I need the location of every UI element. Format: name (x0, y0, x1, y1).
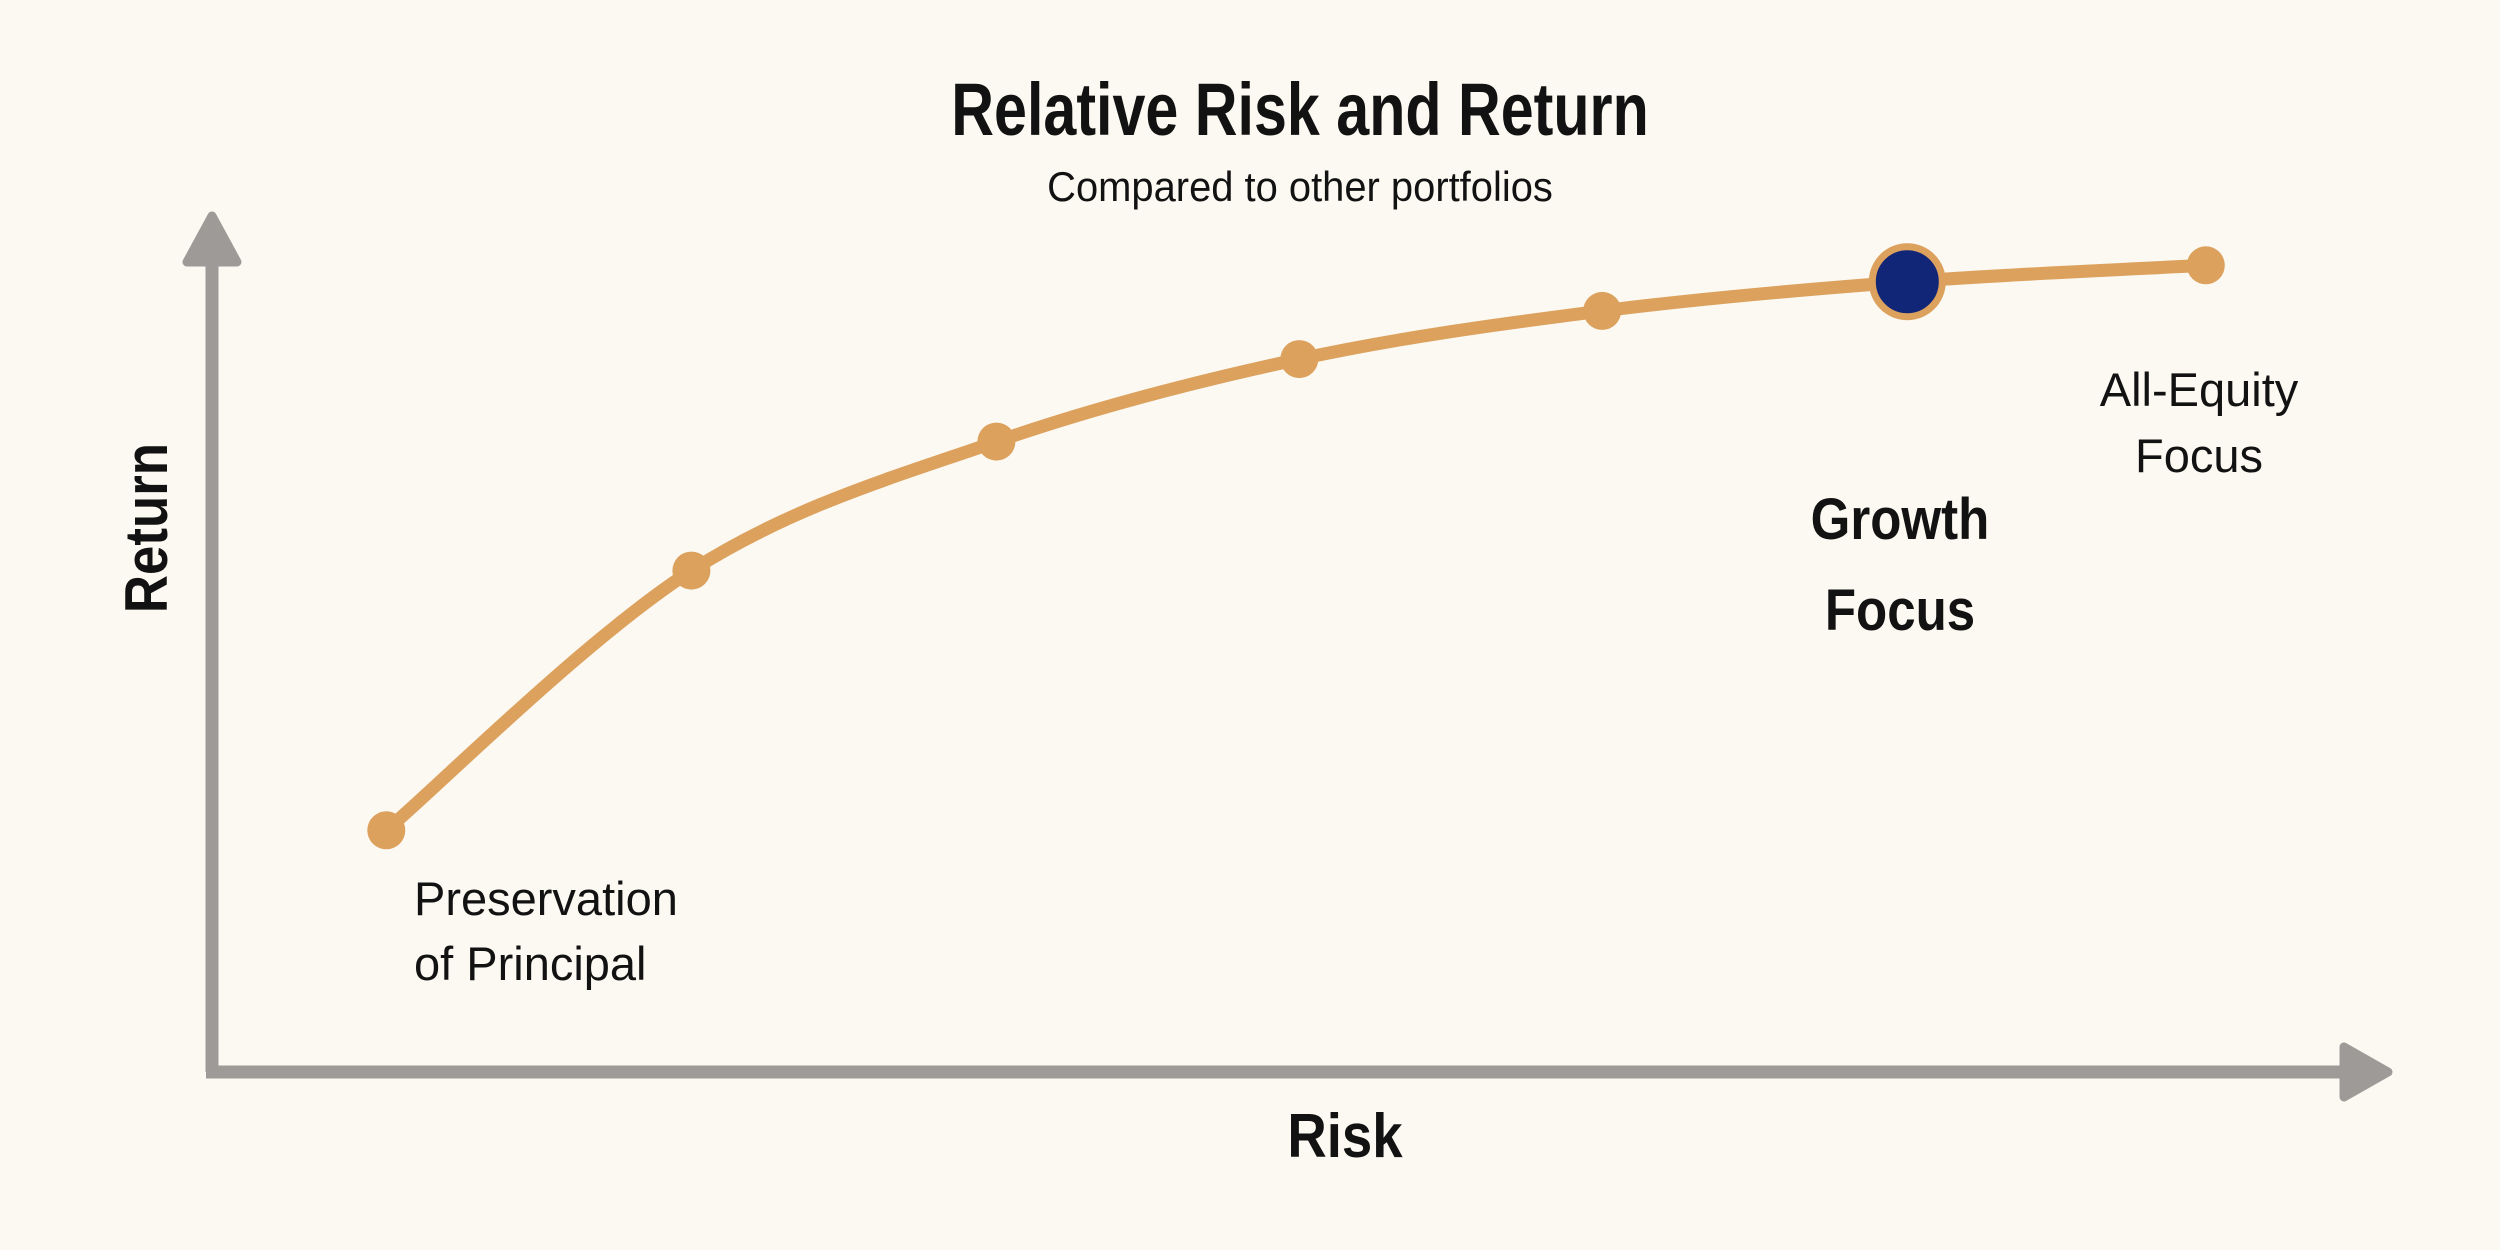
chart-title-text: Relative Risk and Return (951, 68, 1649, 151)
data-point-dot (1583, 291, 1622, 330)
point-label-preservation-of-principal: Preservation of Principal (414, 872, 678, 990)
chart-subtitle: Compared to other portfolios (1034, 166, 1566, 208)
point-label-growth-focus-text: Growth Focus (1810, 487, 1990, 643)
chart-title: Relative Risk and Return (864, 73, 1736, 147)
x-axis-label-text: Risk (1287, 1102, 1403, 1171)
x-axis-arrow-icon (2339, 1042, 2393, 1102)
highlighted-data-point-dot (1868, 243, 1946, 321)
y-axis-label-text: Return (113, 442, 180, 614)
y-axis-label: Return (113, 431, 180, 624)
data-point-dot (672, 551, 711, 590)
chart-subtitle-text: Compared to other portfolios (1047, 163, 1553, 210)
point-label-all-equity-focus: All-Equity Focus (2099, 363, 2299, 482)
data-point-dot (1280, 340, 1319, 379)
data-point-dot (2186, 246, 2225, 285)
y-axis-arrow-icon (182, 211, 242, 267)
point-label-growth-focus: Growth Focus (1799, 383, 2002, 656)
x-axis-label: Risk (1280, 1106, 1411, 1168)
data-point-dot (977, 422, 1016, 461)
data-point-dot (367, 811, 406, 850)
